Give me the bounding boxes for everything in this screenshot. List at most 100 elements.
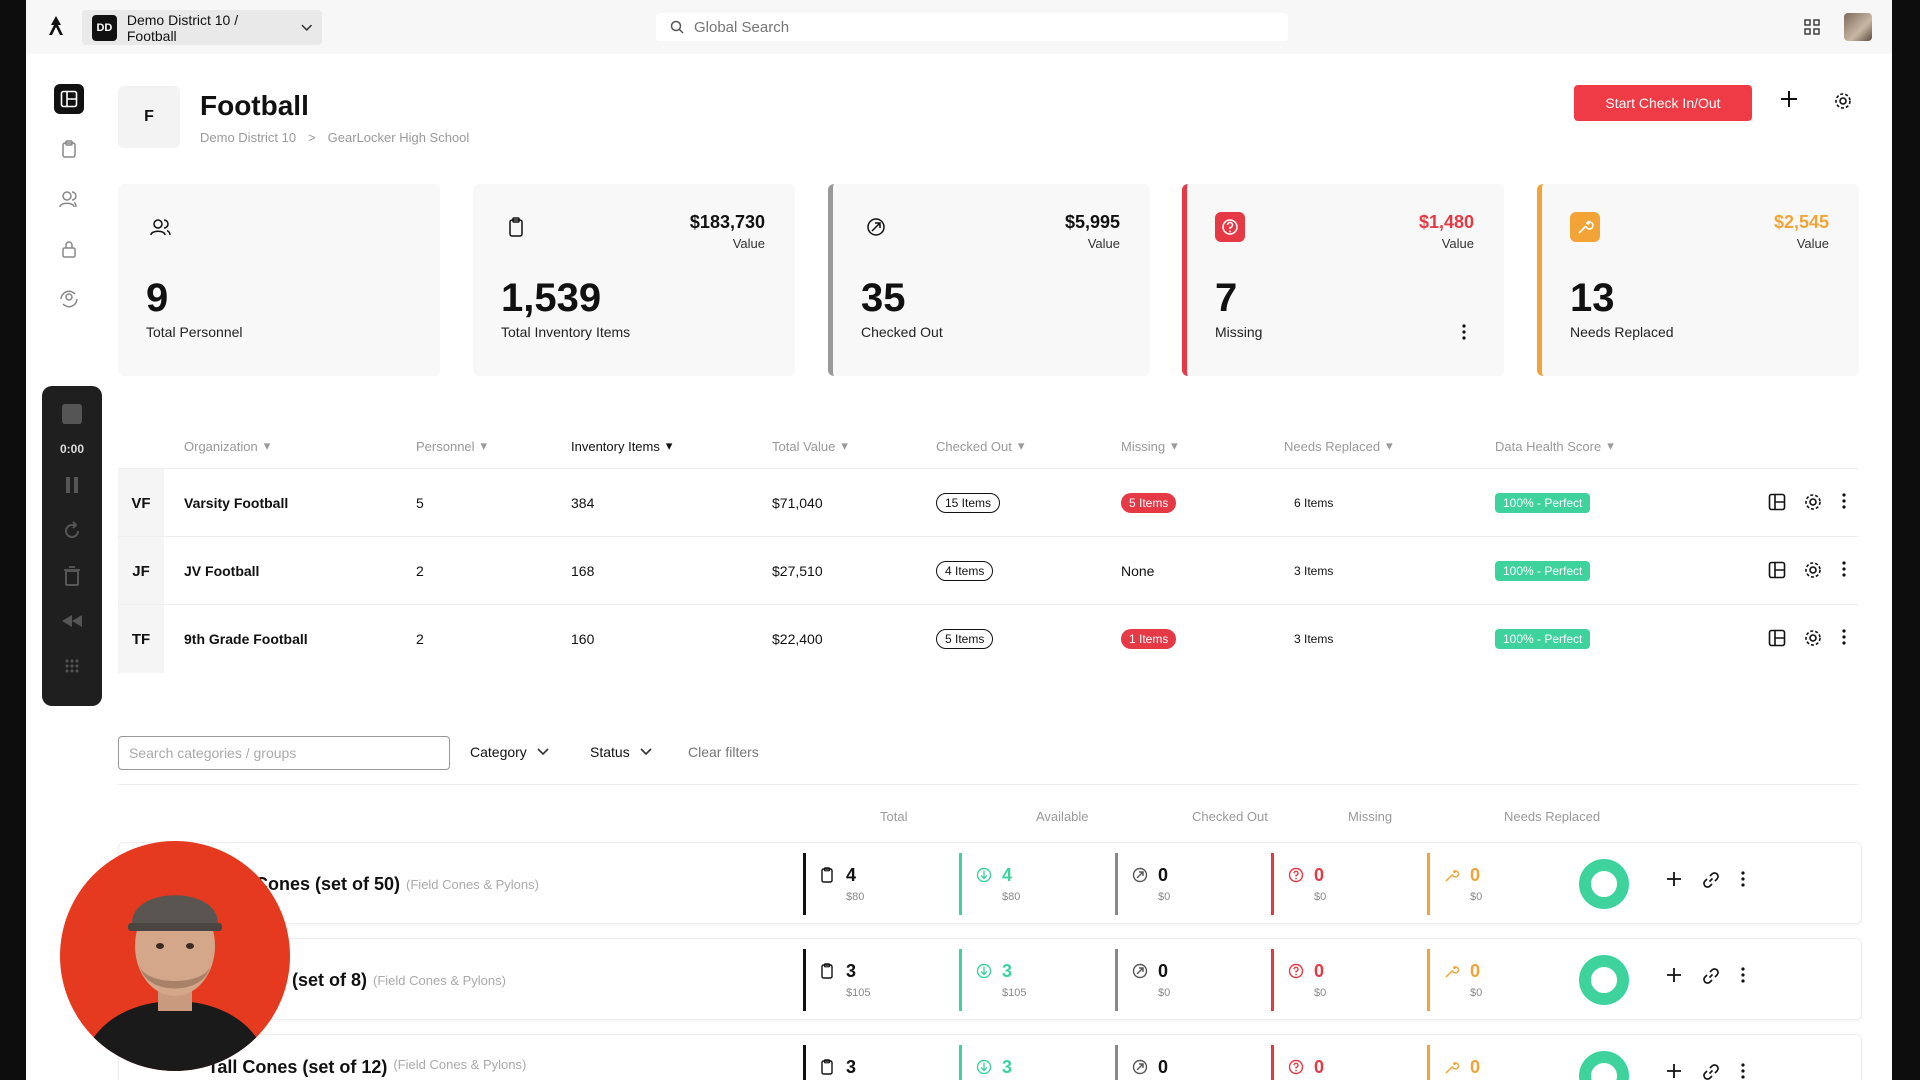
stat-card-personnel[interactable]: 9 Total Personnel bbox=[118, 184, 440, 376]
category-dropdown[interactable]: Category bbox=[470, 744, 549, 760]
gear-icon[interactable] bbox=[1804, 629, 1822, 650]
more-vertical-icon[interactable] bbox=[1842, 561, 1846, 580]
stat-card-missing[interactable]: $1,480 Value 7 Missing bbox=[1182, 184, 1504, 376]
global-search[interactable] bbox=[656, 13, 1288, 41]
stat-card-checked-out[interactable]: $5,995 Value 35 Checked Out bbox=[828, 184, 1150, 376]
stop-record-icon[interactable] bbox=[42, 404, 102, 424]
column-header-data-health[interactable]: Data Health Score ▾ bbox=[1495, 438, 1614, 454]
more-vertical-icon[interactable] bbox=[1462, 324, 1466, 345]
breadcrumb-separator: > bbox=[308, 130, 316, 145]
checked-out-pill[interactable]: 5 Items bbox=[936, 629, 994, 649]
item-name[interactable]: Tall Cones (set of 12) bbox=[207, 1057, 388, 1077]
org-name[interactable]: JV Football bbox=[184, 563, 260, 579]
missing-pill[interactable]: 5 Items bbox=[1121, 493, 1177, 513]
apps-grid-icon[interactable] bbox=[1804, 19, 1820, 40]
column-header-personnel[interactable]: Personnel ▾ bbox=[416, 438, 487, 454]
metric-number: 0 bbox=[1314, 961, 1325, 981]
metric-value: $105 bbox=[846, 987, 871, 999]
metric-available: 3 $105 bbox=[959, 949, 1099, 1011]
gear-icon[interactable] bbox=[1804, 561, 1822, 582]
add-icon[interactable] bbox=[1666, 871, 1682, 892]
items-header-missing[interactable]: Missing bbox=[1348, 809, 1393, 824]
app-logo-icon[interactable] bbox=[46, 15, 66, 42]
column-header-missing[interactable]: Missing ▾ bbox=[1121, 438, 1178, 454]
trash-icon[interactable] bbox=[42, 566, 102, 586]
list-item[interactable]: ons (set of 8) (Field Cones & Pylons) 3 … bbox=[118, 938, 1862, 1020]
metric-value: $0 bbox=[1158, 987, 1171, 999]
stat-card-inventory[interactable]: $183,730 Value 1,539 Total Inventory Ite… bbox=[473, 184, 795, 376]
needs-replaced-count[interactable]: 6 Items bbox=[1294, 496, 1334, 510]
header-label: Needs Replaced bbox=[1284, 438, 1381, 454]
more-vertical-icon[interactable] bbox=[1842, 493, 1846, 512]
record-timer-wrap: 0:00 bbox=[42, 442, 102, 456]
restart-icon[interactable] bbox=[42, 521, 102, 541]
add-icon[interactable] bbox=[1666, 967, 1682, 988]
gear-icon[interactable] bbox=[1834, 92, 1852, 115]
stat-card-needs-replaced[interactable]: $2,545 Value 13 Needs Replaced bbox=[1537, 184, 1859, 376]
more-vertical-icon[interactable] bbox=[1842, 629, 1846, 648]
metric-available: 3 bbox=[959, 1045, 1099, 1080]
add-icon[interactable] bbox=[1666, 1063, 1682, 1080]
column-header-checked-out[interactable]: Checked Out ▾ bbox=[936, 438, 1024, 454]
dashboard-icon[interactable] bbox=[1768, 493, 1786, 514]
table-row[interactable]: TF 9th Grade Football 2 160 $22,400 5 It… bbox=[118, 604, 1858, 673]
breadcrumb-school[interactable]: GearLocker High School bbox=[327, 130, 470, 145]
start-check-in-out-button[interactable]: Start Check In/Out bbox=[1574, 85, 1752, 121]
category-search-input[interactable] bbox=[118, 736, 450, 770]
inventory-icon[interactable] bbox=[54, 134, 84, 164]
dashboard-icon[interactable] bbox=[1768, 629, 1786, 650]
inventory-count: 160 bbox=[571, 631, 595, 647]
rewind-icon[interactable] bbox=[42, 614, 102, 628]
column-header-inventory[interactable]: Inventory Items ▾ bbox=[571, 438, 672, 454]
chevron-down-icon bbox=[300, 24, 312, 31]
link-icon[interactable] bbox=[1702, 871, 1720, 894]
drag-handle-icon[interactable] bbox=[42, 658, 102, 674]
webcam-overlay[interactable] bbox=[60, 841, 290, 1071]
app-window: DD Demo District 10 / Football bbox=[26, 0, 1892, 1080]
lock-icon[interactable] bbox=[54, 234, 84, 264]
more-vertical-icon[interactable] bbox=[1741, 871, 1745, 892]
clear-filters-link[interactable]: Clear filters bbox=[688, 744, 759, 760]
items-header-needs-replaced[interactable]: Needs Replaced bbox=[1504, 809, 1601, 824]
column-header-organization[interactable]: Organization ▾ bbox=[184, 438, 270, 454]
record-timer: 0:00 bbox=[59, 442, 85, 456]
more-vertical-icon[interactable] bbox=[1741, 1063, 1745, 1080]
checked-out-pill[interactable]: 15 Items bbox=[936, 493, 1001, 513]
add-icon[interactable] bbox=[1780, 90, 1798, 113]
user-avatar[interactable] bbox=[1844, 13, 1872, 41]
more-vertical-icon[interactable] bbox=[1741, 967, 1745, 988]
table-row[interactable]: JF JV Football 2 168 $27,510 4 Items Non… bbox=[118, 536, 1858, 605]
question-icon bbox=[1288, 963, 1304, 984]
list-item[interactable]: › Tall Cones (set of 12) (Field Cones & … bbox=[118, 1034, 1862, 1080]
dashboard-icon[interactable] bbox=[1768, 561, 1786, 582]
column-header-needs-replaced[interactable]: Needs Replaced ▾ bbox=[1284, 438, 1393, 454]
needs-replaced-count[interactable]: 3 Items bbox=[1294, 564, 1334, 578]
item-name[interactable]: Cones (set of 50) bbox=[255, 873, 401, 894]
link-icon[interactable] bbox=[1702, 967, 1720, 990]
dashboard-icon[interactable] bbox=[54, 84, 84, 114]
list-item[interactable]: Cones (set of 50) (Field Cones & Pylons)… bbox=[118, 842, 1862, 924]
table-row[interactable]: VF Varsity Football 5 384 $71,040 15 Ite… bbox=[118, 468, 1858, 537]
link-icon[interactable] bbox=[1702, 1063, 1720, 1080]
stat-value-label: Value bbox=[1796, 236, 1829, 251]
people-icon[interactable] bbox=[54, 184, 84, 214]
global-search-input[interactable] bbox=[694, 18, 1254, 36]
gear-icon[interactable] bbox=[1804, 493, 1822, 514]
missing-pill[interactable]: 1 Items bbox=[1121, 629, 1177, 649]
pause-icon[interactable] bbox=[42, 476, 102, 494]
org-name[interactable]: 9th Grade Football bbox=[184, 631, 308, 647]
status-dropdown[interactable]: Status bbox=[590, 744, 652, 760]
district-switcher[interactable]: DD Demo District 10 / Football bbox=[82, 10, 322, 45]
item-name-wrap: ons (set of 8) (Field Cones & Pylons) bbox=[255, 939, 506, 1021]
checked-out-pill[interactable]: 4 Items bbox=[936, 561, 994, 581]
needs-replaced-count[interactable]: 3 Items bbox=[1294, 632, 1334, 646]
breadcrumb-district[interactable]: Demo District 10 bbox=[200, 130, 297, 145]
items-header-total[interactable]: Total bbox=[880, 809, 908, 824]
org-name[interactable]: Varsity Football bbox=[184, 495, 289, 511]
stat-label: Total Inventory Items bbox=[501, 324, 631, 340]
metric-needs-replaced: 0 $0 bbox=[1427, 949, 1567, 1011]
items-header-available[interactable]: Available bbox=[1036, 809, 1089, 824]
column-header-total-value[interactable]: Total Value ▾ bbox=[772, 438, 848, 454]
items-header-checked-out[interactable]: Checked Out bbox=[1192, 809, 1268, 824]
sync-people-icon[interactable] bbox=[54, 284, 84, 314]
